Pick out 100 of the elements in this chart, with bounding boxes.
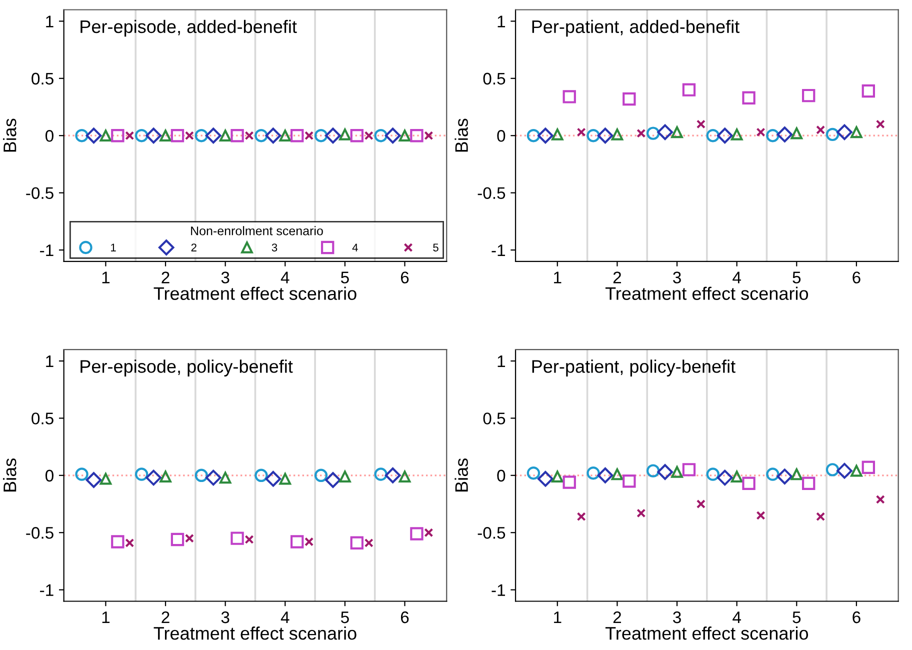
point [219,472,232,484]
x-axis-title: Treatment effect scenario [605,626,808,640]
point [146,470,162,486]
point [576,512,586,522]
text: Per-patient, added-benefit [532,20,740,37]
point [682,463,696,476]
x-axis-title: Treatment effect scenario [605,286,808,300]
point [111,535,124,548]
point [244,534,254,544]
x-tick-label: 5 [792,612,801,624]
point [551,470,564,482]
point [862,460,876,474]
point [424,528,434,538]
y-tick-label: -1 [492,244,505,256]
point [398,470,411,482]
y-axis-title: Bias [3,458,16,492]
x-axis-title: Treatment effect scenario [154,286,356,300]
y-tick-label: 0 [46,470,54,482]
point [802,88,816,102]
x-tick-label: 4 [280,272,290,284]
point [538,128,554,144]
legend-label: 3 [272,244,278,252]
point [671,126,683,138]
point [850,464,862,477]
point [802,476,816,490]
x-tick-label: 1 [554,272,562,284]
text: Per-episode, added-benefit [80,20,297,37]
y-tick-label: 0.5 [32,412,54,424]
point [622,92,636,106]
point [862,84,876,98]
point [636,128,646,138]
point [716,128,733,144]
point [100,472,112,485]
y-tick-label: 1 [498,356,505,368]
point [597,128,614,144]
point [790,468,803,480]
point [576,128,586,137]
point [706,468,720,481]
y-tick-label: -0.5 [26,527,54,539]
x-tick-label: 6 [852,611,860,624]
point [646,464,660,478]
point [611,128,624,140]
text: Per-episode, policy-benefit [80,360,293,376]
x-tick-label: 3 [673,272,681,284]
point [194,468,208,482]
y-tick-label: 1 [498,16,505,28]
point [622,474,636,488]
text: Per-patient, policy-benefit [532,360,736,376]
point [826,128,840,142]
y-tick-label: -1 [492,584,505,596]
point [816,512,826,522]
y-tick-label: 0 [497,130,506,142]
x-axis-title: Treatment effect scenario [154,626,356,640]
point [205,470,222,486]
y-tick-label: 0 [497,470,506,482]
x-tick-label: 2 [162,272,170,284]
y-axis-title: Bias [3,118,16,152]
x-tick-label: 2 [613,272,622,284]
x-tick-label: 1 [554,612,562,624]
point [766,129,780,142]
point [551,128,564,140]
point [526,129,540,142]
point [836,124,852,140]
point [682,83,696,96]
point [756,510,766,520]
x-tick-label: 4 [732,272,741,284]
point [657,124,673,140]
point [636,508,646,518]
point [836,462,852,479]
point [279,472,292,485]
point [696,120,706,129]
x-tick-label: 1 [102,272,110,284]
point [790,127,803,140]
y-tick-label: 0 [46,130,54,142]
point [134,468,148,481]
point [706,129,720,142]
x-tick-label: 3 [221,611,230,624]
x-tick-label: 3 [221,272,230,284]
point [170,532,184,546]
point [184,534,194,543]
point [876,494,885,504]
point [611,468,624,480]
y-tick-label: 0.5 [483,412,506,424]
legend-label: 2 [191,244,196,252]
y-tick-label: -1 [40,584,54,596]
point [597,467,614,484]
point [254,468,268,482]
point [314,468,328,482]
y-axis-title: Bias [454,118,468,152]
legend-label: 5 [433,244,438,252]
x-tick-label: 6 [400,611,409,624]
y-tick-label: 1 [46,16,54,28]
x-tick-label: 5 [340,612,349,624]
point [339,470,351,482]
point [730,128,743,140]
y-tick-label: 0.5 [32,72,54,85]
point [75,468,88,481]
y-tick-label: -0.5 [26,187,54,200]
x-tick-label: 5 [792,272,801,284]
point [374,468,388,481]
